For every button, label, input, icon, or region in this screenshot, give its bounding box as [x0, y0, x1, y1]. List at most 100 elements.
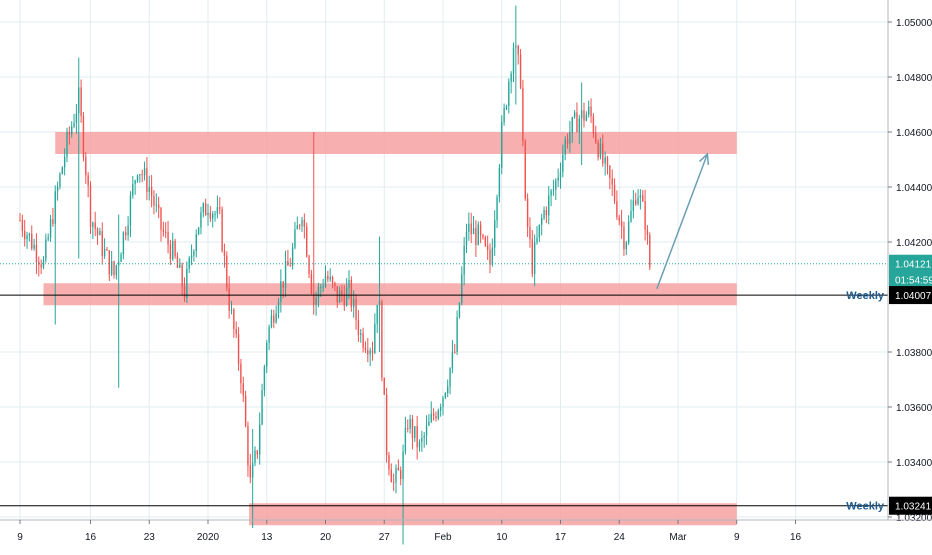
candle-body[interactable] [555, 180, 557, 190]
candle-body[interactable] [421, 437, 423, 442]
candle-body[interactable] [491, 247, 494, 265]
candle-body[interactable] [132, 183, 134, 196]
candle-body[interactable] [226, 255, 228, 288]
candle-body[interactable] [233, 309, 235, 329]
candle-body[interactable] [141, 174, 143, 176]
candle-body[interactable] [533, 242, 536, 274]
candle-body[interactable] [134, 180, 136, 184]
candle-body[interactable] [637, 197, 639, 205]
candle-body[interactable] [256, 450, 259, 455]
candle-body[interactable] [313, 293, 315, 305]
candle-body[interactable] [498, 167, 501, 198]
candle-body[interactable] [143, 168, 146, 176]
candle-body[interactable] [613, 184, 616, 202]
candle-body[interactable] [562, 154, 564, 173]
candle-body[interactable] [531, 239, 533, 274]
candle-body[interactable] [566, 139, 569, 144]
candle-body[interactable] [341, 290, 343, 295]
candle-body[interactable] [609, 165, 611, 179]
zone-rectangle[interactable] [43, 283, 737, 306]
candle-body[interactable] [602, 143, 604, 164]
candle-body[interactable] [280, 281, 282, 302]
candle-body[interactable] [160, 207, 162, 230]
candle-body[interactable] [240, 363, 242, 384]
candle-body[interactable] [416, 426, 418, 448]
candle-body[interactable] [207, 212, 209, 216]
candle-body[interactable] [371, 350, 374, 353]
candle-body[interactable] [230, 309, 233, 311]
candle-body[interactable] [468, 223, 470, 232]
candle-body[interactable] [381, 301, 383, 378]
candle-body[interactable] [320, 286, 322, 288]
candle-body[interactable] [263, 366, 266, 391]
price-axis[interactable]: 1.05000 1.04800 1.04600 1.04400 1.04200 1.038… [887, 0, 932, 524]
candle-body[interactable] [489, 249, 491, 265]
candle-body[interactable] [120, 254, 122, 262]
candle-body[interactable] [432, 413, 435, 417]
candle-body[interactable] [486, 245, 489, 250]
candle-body[interactable] [543, 210, 545, 219]
candle-body[interactable] [310, 273, 313, 294]
candlestick-series[interactable] [19, 5, 651, 545]
candle-body[interactable] [273, 315, 275, 323]
candle-body[interactable] [59, 173, 61, 187]
candle-body[interactable] [92, 222, 94, 227]
candle-body[interactable] [595, 133, 597, 143]
candle-body[interactable] [73, 123, 75, 127]
candle-body[interactable] [383, 377, 385, 395]
candle-body[interactable] [167, 231, 169, 245]
candle-body[interactable] [378, 301, 381, 305]
candle-body[interactable] [287, 261, 289, 266]
candle-body[interactable] [620, 220, 623, 227]
candle-body[interactable] [179, 264, 181, 268]
candle-body[interactable] [369, 350, 371, 355]
candle-body[interactable] [308, 256, 310, 274]
candle-body[interactable] [639, 195, 642, 198]
candle-body[interactable] [101, 231, 103, 257]
candle-body[interactable] [322, 286, 324, 288]
candle-body[interactable] [454, 351, 456, 353]
candle-body[interactable] [517, 45, 519, 55]
candle-body[interactable] [106, 249, 108, 251]
candle-body[interactable] [334, 282, 336, 287]
candle-body[interactable] [392, 482, 395, 484]
candle-body[interactable] [425, 425, 428, 436]
candle-body[interactable] [172, 240, 174, 260]
candle-body[interactable] [277, 301, 280, 314]
candle-body[interactable] [150, 187, 153, 197]
candle-body[interactable] [228, 287, 230, 311]
candle-body[interactable] [186, 268, 188, 299]
candle-body[interactable] [110, 261, 113, 275]
candle-body[interactable] [515, 45, 517, 48]
candle-body[interactable] [649, 235, 651, 268]
candle-body[interactable] [242, 383, 244, 396]
candle-body[interactable] [604, 157, 606, 164]
candle-body[interactable] [541, 218, 543, 225]
candle-body[interactable] [99, 231, 101, 236]
candle-body[interactable] [139, 174, 141, 176]
candle-body[interactable] [221, 208, 223, 251]
candle-body[interactable] [291, 247, 294, 266]
candle-body[interactable] [190, 255, 193, 259]
candle-body[interactable] [331, 276, 334, 283]
candle-body[interactable] [428, 421, 430, 426]
candle-body[interactable] [526, 198, 529, 228]
candle-body[interactable] [404, 427, 407, 452]
candle-body[interactable] [165, 231, 167, 233]
candle-body[interactable] [68, 131, 71, 135]
candle-body[interactable] [301, 219, 303, 226]
candle-body[interactable] [306, 226, 308, 257]
candle-body[interactable] [585, 114, 588, 121]
candle-body[interactable] [87, 175, 89, 186]
candle-body[interactable] [148, 187, 150, 192]
candle-body[interactable] [374, 323, 376, 353]
candle-body[interactable] [329, 276, 331, 280]
candle-body[interactable] [557, 177, 559, 181]
candle-body[interactable] [545, 210, 548, 216]
candle-body[interactable] [259, 424, 261, 455]
candle-body[interactable] [463, 245, 465, 275]
candle-body[interactable] [235, 328, 237, 334]
candle-body[interactable] [465, 231, 468, 246]
candle-body[interactable] [367, 350, 369, 355]
